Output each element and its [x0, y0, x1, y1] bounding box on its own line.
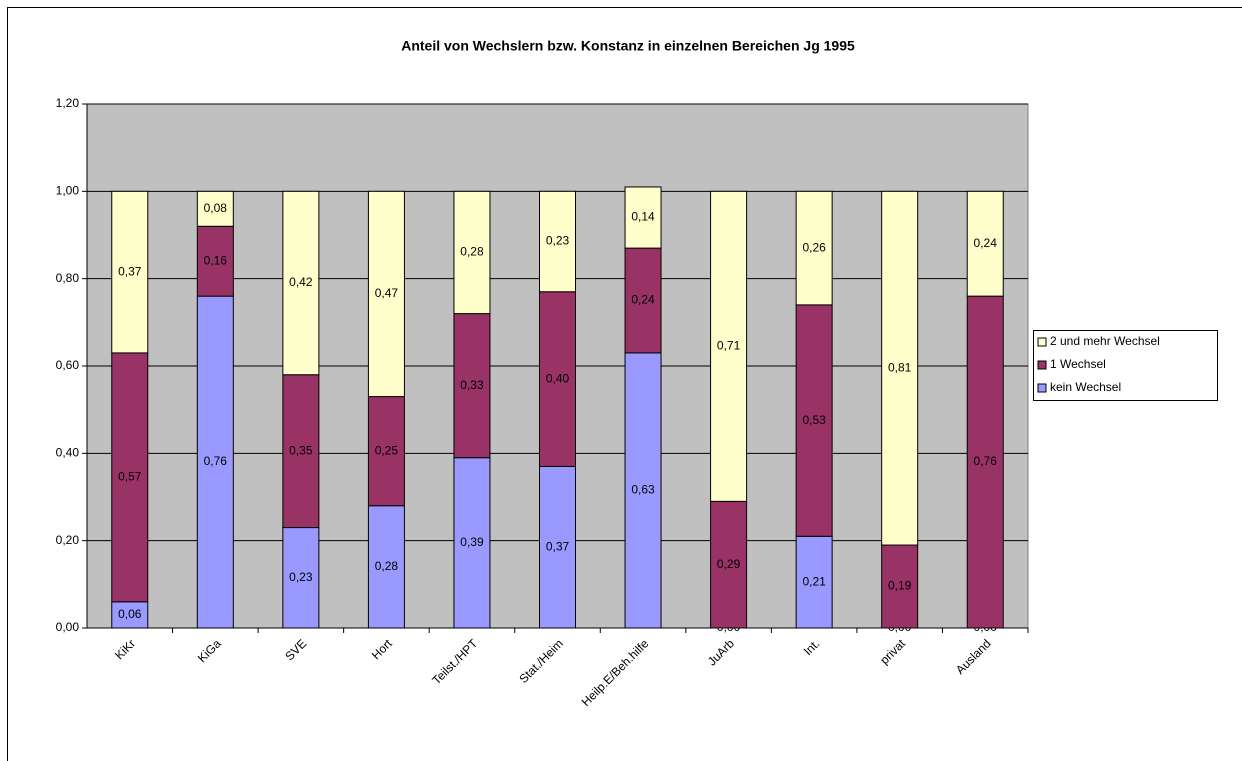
bar-segment [966, 295, 1004, 629]
legend-swatch [1037, 337, 1047, 347]
data-label: 0,06 [118, 607, 142, 621]
bar-segment [453, 190, 491, 315]
bar-segment [624, 186, 662, 249]
bar-segment [795, 190, 833, 306]
legend-swatch [1037, 360, 1047, 370]
bar-segment [539, 291, 576, 467]
data-label: 0,24 [974, 236, 998, 250]
y-tick-label: 0,60 [56, 358, 80, 372]
bar-segment [196, 295, 234, 629]
data-label: 0,28 [460, 245, 484, 259]
legend-box [1033, 330, 1218, 401]
legend-label: 1 Wechsel [1050, 357, 1106, 371]
data-label: 0,37 [118, 264, 142, 278]
bar-segment [367, 505, 405, 629]
data-label: 0,19 [888, 579, 912, 593]
data-label: 0,35 [289, 443, 313, 457]
data-label: 0,21 [802, 574, 826, 588]
y-tick-label: 0,20 [56, 533, 80, 547]
bar-segment [624, 352, 662, 629]
y-tick-label: 1,00 [56, 184, 80, 198]
y-tick-label: 1,20 [56, 96, 80, 110]
y-tick-label: 0,80 [56, 271, 80, 285]
bar-segment [881, 190, 919, 546]
bar-segment [111, 190, 149, 354]
data-label: 0,24 [631, 293, 655, 307]
bar-segment [367, 396, 405, 507]
bar-segment [196, 190, 234, 227]
chart-title: Anteil von Wechslern bzw. Konstanz in ei… [401, 38, 855, 54]
data-label: 0,23 [546, 234, 570, 248]
data-label: 0,37 [546, 539, 570, 553]
data-label: 0,81 [888, 360, 912, 374]
bar-segment [539, 465, 576, 629]
data-label: 0,76 [204, 454, 228, 468]
data-label: 0,25 [375, 443, 399, 457]
bar-segment [795, 304, 833, 537]
data-label: 0,26 [802, 240, 826, 254]
bar-segment [367, 190, 405, 398]
data-label: 0,71 [717, 339, 741, 353]
data-label: 0,23 [289, 570, 313, 584]
bar-segment [111, 352, 149, 603]
data-label: 0,76 [974, 454, 998, 468]
legend-swatch [1037, 383, 1047, 393]
data-label: 0,47 [375, 286, 399, 300]
data-label: 0,57 [118, 470, 142, 484]
bar-segment [111, 601, 149, 629]
data-label: 0,39 [460, 535, 484, 549]
bar-segment [881, 544, 919, 629]
data-label: 0,16 [204, 253, 228, 267]
bar-segment [966, 190, 1004, 297]
bar-segment [453, 313, 491, 459]
data-label: 0,53 [802, 413, 826, 427]
bar-segment [795, 535, 833, 629]
bar-segment [282, 190, 320, 376]
data-label: 0,42 [289, 275, 313, 289]
data-label: 0,14 [631, 210, 655, 224]
legend-label: 2 und mehr Wechsel [1050, 334, 1160, 348]
legend-label: kein Wechsel [1050, 380, 1121, 394]
data-label: 0,29 [717, 557, 741, 571]
bar-segment [539, 190, 576, 293]
data-label: 0,08 [204, 201, 228, 215]
y-tick-label: 0,40 [56, 446, 80, 460]
bar-segment [710, 190, 748, 502]
data-label: 0,63 [631, 483, 655, 497]
bar-segment [710, 500, 748, 629]
data-label: 0,28 [375, 559, 399, 573]
data-label: 0,33 [460, 378, 484, 392]
y-tick-label: 0,00 [56, 620, 80, 634]
data-label: 0,40 [546, 371, 570, 385]
bar-segment [453, 457, 491, 629]
